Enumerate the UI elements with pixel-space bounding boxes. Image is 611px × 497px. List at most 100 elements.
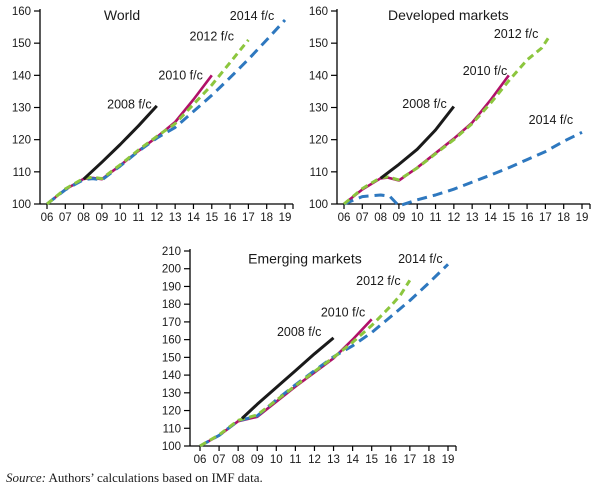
svg-text:07: 07 (59, 212, 72, 224)
chart-title: World (104, 7, 140, 23)
source-note: Source: Authors’ calculations based on I… (6, 470, 263, 486)
svg-text:07: 07 (213, 454, 226, 466)
svg-text:200: 200 (162, 264, 181, 276)
series-2014-f-c (343, 130, 583, 208)
svg-text:09: 09 (96, 212, 109, 224)
svg-text:19: 19 (442, 454, 455, 466)
svg-text:18: 18 (260, 212, 273, 224)
svg-text:130: 130 (309, 103, 328, 115)
series-2012-f-c (199, 279, 412, 448)
series-2014-f-c (46, 18, 287, 206)
series-2012-f-c (46, 38, 250, 206)
series-2008-f-c (82, 104, 158, 181)
svg-text:140: 140 (309, 70, 328, 82)
series-2008-f-c (379, 105, 455, 180)
svg-text:210: 210 (162, 246, 181, 258)
chart-title: Developed markets (388, 7, 509, 23)
series-label: 2008 f/c (107, 97, 151, 111)
svg-text:13: 13 (327, 454, 340, 466)
svg-text:16: 16 (224, 212, 237, 224)
source-text: Authors’ calculations based on IMF data. (48, 470, 263, 485)
series-2012-f-c (343, 37, 550, 206)
series-label: 2010 f/c (463, 64, 507, 78)
svg-text:160: 160 (12, 6, 31, 18)
series-2010-f-c (46, 74, 213, 206)
svg-text:130: 130 (162, 388, 181, 400)
svg-text:17: 17 (539, 212, 552, 224)
series-label: 2008 f/c (277, 325, 321, 339)
svg-text:06: 06 (41, 212, 54, 224)
svg-text:110: 110 (310, 167, 328, 179)
svg-text:08: 08 (232, 454, 245, 466)
svg-text:150: 150 (162, 352, 181, 364)
svg-text:19: 19 (279, 212, 292, 224)
svg-text:11: 11 (289, 454, 301, 466)
svg-text:150: 150 (12, 38, 31, 50)
svg-text:18: 18 (423, 454, 436, 466)
svg-text:06: 06 (194, 454, 207, 466)
svg-text:12: 12 (150, 212, 163, 224)
series-label: 2014 f/c (398, 252, 442, 266)
svg-text:11: 11 (430, 212, 442, 224)
series-label: 2012 f/c (356, 274, 400, 288)
svg-text:07: 07 (356, 212, 369, 224)
series-label: 2010 f/c (158, 68, 202, 82)
svg-text:18: 18 (557, 212, 570, 224)
svg-text:19: 19 (576, 212, 589, 224)
source-label: Source: (6, 470, 46, 485)
svg-text:16: 16 (521, 212, 534, 224)
svg-text:120: 120 (12, 135, 31, 147)
svg-text:15: 15 (502, 212, 515, 224)
svg-text:06: 06 (338, 212, 351, 224)
svg-text:110: 110 (163, 423, 181, 435)
svg-text:14: 14 (187, 212, 200, 224)
svg-text:14: 14 (346, 454, 359, 466)
svg-text:160: 160 (162, 335, 181, 347)
svg-text:120: 120 (309, 135, 328, 147)
svg-text:08: 08 (374, 212, 387, 224)
svg-text:10: 10 (114, 212, 127, 224)
svg-text:100: 100 (12, 199, 31, 211)
svg-text:160: 160 (309, 6, 328, 18)
series-label: 2012 f/c (190, 30, 234, 44)
svg-text:110: 110 (13, 167, 31, 179)
series-label: 2012 f/c (494, 27, 538, 41)
series-2014-f-c (199, 263, 450, 448)
svg-text:15: 15 (205, 212, 218, 224)
svg-text:12: 12 (308, 454, 321, 466)
developed-markets-chart: 100 110 120 130 140 150 160 06 07 08 09 10 11 12 13 14 1… (309, 6, 591, 224)
svg-text:12: 12 (447, 212, 460, 224)
svg-text:120: 120 (162, 406, 181, 418)
svg-text:190: 190 (162, 281, 181, 293)
series-label: 2014 f/c (230, 9, 274, 23)
svg-text:140: 140 (162, 370, 181, 382)
svg-text:150: 150 (309, 38, 328, 50)
svg-text:130: 130 (12, 103, 31, 115)
world-chart: 100 110 120 130 140 150 160 06 07 08 09 10 11 12 13 14 1… (12, 6, 294, 224)
svg-text:09: 09 (251, 454, 264, 466)
emerging-markets-chart: 100 110 120 130 140 150 160 170 180 190 200 210 06 07… (162, 246, 457, 466)
svg-text:100: 100 (309, 199, 328, 211)
svg-text:180: 180 (162, 299, 181, 311)
svg-text:15: 15 (365, 454, 378, 466)
svg-text:11: 11 (133, 212, 145, 224)
svg-text:170: 170 (162, 317, 181, 329)
series-label: 2014 f/c (529, 113, 573, 127)
svg-text:13: 13 (466, 212, 479, 224)
svg-text:17: 17 (242, 212, 255, 224)
chart-title: Emerging markets (248, 250, 362, 266)
svg-text:16: 16 (384, 454, 397, 466)
svg-text:10: 10 (270, 454, 283, 466)
series-label: 2008 f/c (402, 97, 446, 111)
svg-text:100: 100 (162, 441, 181, 453)
svg-text:09: 09 (393, 212, 406, 224)
series-2008-f-c (240, 336, 335, 420)
svg-text:13: 13 (169, 212, 182, 224)
svg-text:08: 08 (77, 212, 90, 224)
series-label: 2010 f/c (321, 306, 365, 320)
svg-text:10: 10 (411, 212, 424, 224)
svg-text:14: 14 (484, 212, 497, 224)
svg-text:17: 17 (403, 454, 416, 466)
svg-text:140: 140 (12, 70, 31, 82)
